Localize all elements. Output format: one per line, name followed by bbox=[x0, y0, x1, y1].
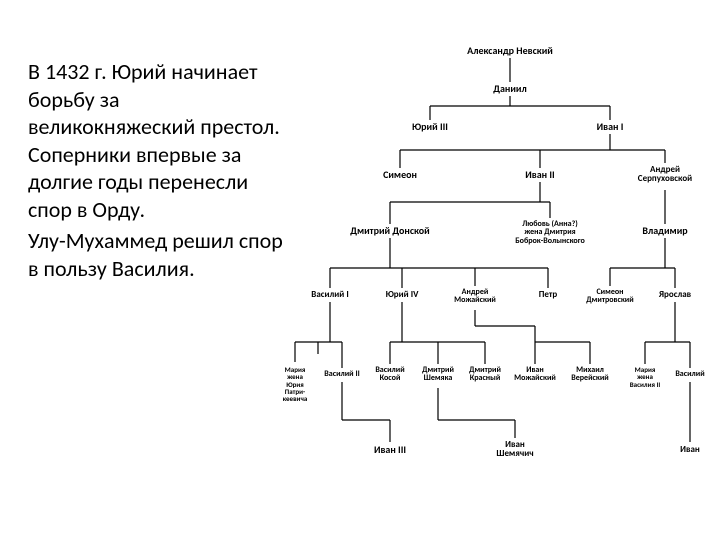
tree-node: Василий Косой bbox=[375, 366, 404, 383]
tree-node: Иван Шемячич bbox=[496, 440, 533, 459]
tree-node: Василий II bbox=[324, 370, 359, 378]
genealogy-tree: Александр Невский Даниил Юрий III Иван I Сим… bbox=[270, 40, 710, 530]
paragraph-1: В 1432 г. Юрий начинает борьбу за велико… bbox=[28, 58, 283, 223]
tree-node: Андрей Серпуховской bbox=[638, 165, 692, 184]
tree-node: Иван bbox=[680, 445, 700, 454]
tree-node: Иван I bbox=[597, 122, 624, 133]
tree-node: Иван II bbox=[525, 170, 554, 181]
tree-node: Даниил bbox=[493, 84, 527, 95]
tree-node: Мария жена Юрия Патри- кеевича bbox=[283, 366, 308, 403]
tree-node: Дмитрий Красный bbox=[469, 366, 501, 383]
tree-node: Александр Невский bbox=[467, 46, 553, 57]
tree-node: Мария жена Василия II bbox=[630, 366, 661, 388]
tree-node: Василий bbox=[675, 370, 704, 378]
tree-node: Любовь (Анна?) жена Дмитрия Боброк-Волын… bbox=[515, 220, 585, 245]
tree-node: Дмитрий Донской bbox=[350, 226, 430, 237]
body-text: В 1432 г. Юрий начинает борьбу за велико… bbox=[28, 58, 283, 286]
tree-node: Юрий IV bbox=[386, 290, 419, 299]
tree-node: Владимир bbox=[642, 226, 687, 237]
paragraph-2: Улу-Мухаммед решил спор в пользу Василия… bbox=[28, 227, 283, 282]
tree-node: Иван Можайский bbox=[514, 366, 556, 383]
tree-node: Иван III bbox=[374, 445, 406, 456]
tree-node: Симеон bbox=[383, 170, 417, 181]
tree-node: Андрей Можайский bbox=[454, 288, 496, 305]
tree-node: Ярослав bbox=[659, 290, 691, 299]
tree-node: Василий I bbox=[311, 290, 348, 299]
tree-edges bbox=[270, 40, 710, 530]
tree-node: Дмитрий Шемяка bbox=[422, 366, 454, 383]
tree-node: Симеон Дмитровский bbox=[586, 288, 633, 305]
tree-node: Петр bbox=[539, 290, 558, 299]
tree-node: Михаил Верейский bbox=[571, 366, 609, 383]
tree-node: Юрий III bbox=[412, 122, 448, 133]
